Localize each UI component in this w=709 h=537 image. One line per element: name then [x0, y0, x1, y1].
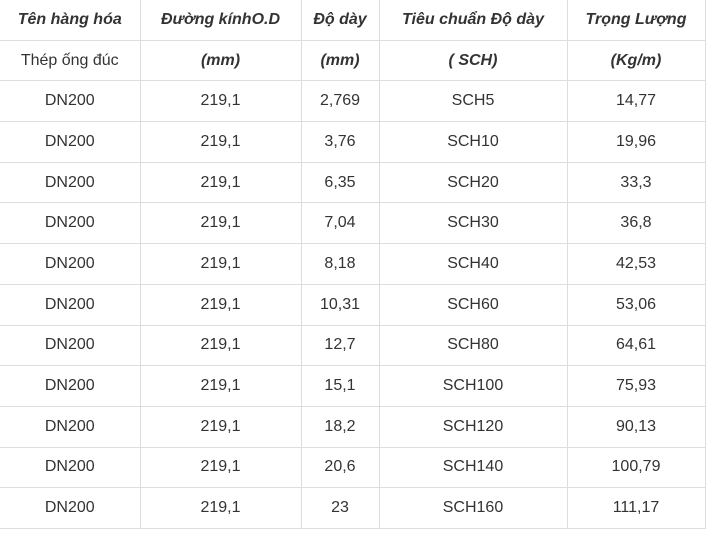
data-cell: DN200 [0, 202, 141, 245]
header-cell: Tiêu chuẩn Độ dày [378, 0, 568, 41]
data-cell: 15,1 [300, 365, 380, 407]
data-cell: 219,1 [139, 446, 302, 489]
data-cell: 111,17 [566, 487, 706, 529]
data-cell: DN200 [0, 487, 141, 529]
data-row: DN200 219,1 7,04 SCH30 36,8 [0, 202, 706, 245]
data-cell: SCH160 [378, 487, 568, 529]
data-cell: DN200 [0, 283, 141, 326]
data-cell: 20,6 [300, 446, 380, 489]
data-row: DN200 219,1 3,76 SCH10 19,96 [0, 121, 706, 163]
data-cell: DN200 [0, 446, 141, 489]
data-cell: 219,1 [139, 161, 302, 204]
data-cell: SCH140 [378, 446, 568, 489]
data-cell: SCH30 [378, 202, 568, 245]
unit-cell: (Kg/m) [566, 39, 706, 82]
data-cell: 36,8 [566, 202, 706, 245]
data-cell: DN200 [0, 161, 141, 204]
data-cell: 7,04 [300, 202, 380, 245]
data-cell: 33,3 [566, 161, 706, 204]
data-cell: SCH20 [378, 161, 568, 204]
data-cell: 219,1 [139, 487, 302, 529]
data-cell: 53,06 [566, 283, 706, 326]
data-cell: DN200 [0, 243, 141, 285]
data-row: DN200 219,1 20,6 SCH140 100,79 [0, 446, 706, 489]
data-cell: 19,96 [566, 121, 706, 163]
data-row: DN200 219,1 15,1 SCH100 75,93 [0, 365, 706, 407]
data-cell: 2,769 [300, 80, 380, 123]
header-cell: Trọng Lượng [566, 0, 706, 41]
data-row: DN200 219,1 23 SCH160 111,17 [0, 487, 706, 529]
data-cell: SCH80 [378, 324, 568, 367]
data-cell: SCH120 [378, 405, 568, 448]
data-cell: SCH5 [378, 80, 568, 123]
data-cell: 18,2 [300, 405, 380, 448]
data-cell: 100,79 [566, 446, 706, 489]
data-row: DN200 219,1 18,2 SCH120 90,13 [0, 405, 706, 448]
data-cell: SCH10 [378, 121, 568, 163]
data-cell: DN200 [0, 121, 141, 163]
unit-cell: Thép ống đúc [0, 39, 141, 82]
header-row: Tên hàng hóa Đường kínhO.D Độ dày Tiêu chuẩ… [0, 0, 706, 41]
data-cell: 219,1 [139, 243, 302, 285]
data-cell: DN200 [0, 80, 141, 123]
data-row: DN200 219,1 2,769 SCH5 14,77 [0, 80, 706, 123]
data-cell: 75,93 [566, 365, 706, 407]
data-cell: SCH40 [378, 243, 568, 285]
data-row: DN200 219,1 10,31 SCH60 53,06 [0, 283, 706, 326]
data-cell: 219,1 [139, 365, 302, 407]
data-cell: 3,76 [300, 121, 380, 163]
header-cell: Đường kínhO.D [139, 0, 302, 41]
header-cell: Độ dày [300, 0, 380, 41]
data-cell: 23 [300, 487, 380, 529]
data-cell: 42,53 [566, 243, 706, 285]
data-cell: 14,77 [566, 80, 706, 123]
data-cell: 10,31 [300, 283, 380, 326]
data-cell: 219,1 [139, 405, 302, 448]
data-cell: 219,1 [139, 202, 302, 245]
header-cell: Tên hàng hóa [0, 0, 141, 41]
data-row: DN200 219,1 6,35 SCH20 33,3 [0, 161, 706, 204]
data-row: DN200 219,1 8,18 SCH40 42,53 [0, 243, 706, 285]
data-cell: 6,35 [300, 161, 380, 204]
data-cell: SCH60 [378, 283, 568, 326]
unit-cell: (mm) [139, 39, 302, 82]
data-cell: SCH100 [378, 365, 568, 407]
data-cell: 90,13 [566, 405, 706, 448]
data-cell: DN200 [0, 324, 141, 367]
data-cell: 8,18 [300, 243, 380, 285]
data-cell: DN200 [0, 365, 141, 407]
data-cell: 12,7 [300, 324, 380, 367]
data-cell: 64,61 [566, 324, 706, 367]
unit-cell: (mm) [300, 39, 380, 82]
unit-cell: ( SCH) [378, 39, 568, 82]
data-row: DN200 219,1 12,7 SCH80 64,61 [0, 324, 706, 367]
data-cell: 219,1 [139, 121, 302, 163]
data-cell: 219,1 [139, 324, 302, 367]
data-cell: 219,1 [139, 283, 302, 326]
data-cell: DN200 [0, 405, 141, 448]
data-cell: 219,1 [139, 80, 302, 123]
unit-row: Thép ống đúc (mm) (mm)( SCH) (Kg/m) [0, 39, 706, 82]
